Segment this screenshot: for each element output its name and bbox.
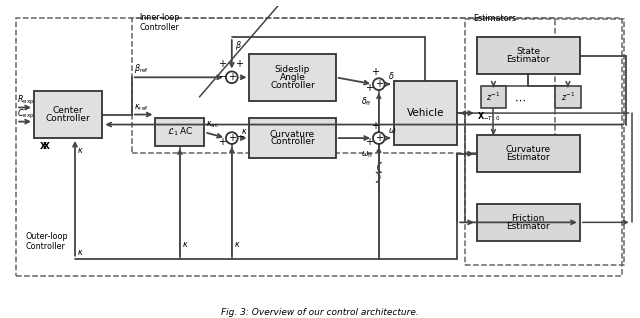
Text: Curvature: Curvature xyxy=(270,130,315,139)
Text: $z^{-1}$: $z^{-1}$ xyxy=(486,91,500,103)
Text: $\beta$: $\beta$ xyxy=(235,39,242,52)
Text: Vehicle: Vehicle xyxy=(406,108,444,118)
Text: $z^{-1}$: $z^{-1}$ xyxy=(561,91,575,103)
Circle shape xyxy=(373,132,385,144)
Text: +: + xyxy=(228,133,236,143)
Text: Sideslip: Sideslip xyxy=(275,65,310,74)
Text: +: + xyxy=(375,79,383,89)
Text: $-$: $-$ xyxy=(218,70,227,80)
Bar xyxy=(250,54,336,101)
Text: Curvature: Curvature xyxy=(506,145,551,154)
Text: Inner-loop: Inner-loop xyxy=(140,13,180,23)
Text: $\mathcal{L}_1\,\mathrm{AC}$: $\mathcal{L}_1\,\mathrm{AC}$ xyxy=(167,126,193,138)
Text: +: + xyxy=(228,72,236,82)
Text: $-$: $-$ xyxy=(236,130,245,140)
Text: $+$: $+$ xyxy=(365,135,374,147)
Text: $R_{\rm exp}$: $R_{\rm exp}$ xyxy=(17,93,35,107)
Text: Center: Center xyxy=(53,106,83,115)
Text: Estimator: Estimator xyxy=(506,222,550,231)
Bar xyxy=(465,18,624,266)
Text: $\mathbf{X}_{-T:0}$: $\mathbf{X}_{-T:0}$ xyxy=(477,111,500,123)
Text: $\kappa_{\rm ref}$: $\kappa_{\rm ref}$ xyxy=(134,102,148,113)
Text: $\kappa$: $\kappa$ xyxy=(182,240,189,249)
Text: $+$: $+$ xyxy=(235,59,244,69)
Text: $\cdots$: $\cdots$ xyxy=(514,95,526,105)
Text: State: State xyxy=(516,47,540,56)
Text: Controller: Controller xyxy=(270,81,315,90)
Text: Fig. 3: Overview of our control architecture.: Fig. 3: Overview of our control architec… xyxy=(221,308,419,317)
Text: +: + xyxy=(375,133,383,143)
Text: Friction: Friction xyxy=(511,214,545,223)
Bar xyxy=(481,86,506,108)
Bar xyxy=(250,119,336,158)
Bar xyxy=(477,37,580,74)
Text: Controller: Controller xyxy=(270,137,315,147)
Text: $+$: $+$ xyxy=(371,66,380,77)
Text: $\omega$: $\omega$ xyxy=(388,126,396,135)
Text: $\delta_{\rm ff}$: $\delta_{\rm ff}$ xyxy=(361,96,372,108)
Text: Estimator: Estimator xyxy=(506,55,550,64)
Text: Angle: Angle xyxy=(280,73,305,82)
Text: $+$: $+$ xyxy=(365,82,374,93)
Bar xyxy=(477,135,580,172)
Text: Estimator: Estimator xyxy=(506,153,550,162)
Circle shape xyxy=(373,78,385,90)
Text: Controller: Controller xyxy=(26,242,66,251)
Text: $C_{\rm exp}$: $C_{\rm exp}$ xyxy=(17,107,35,121)
Text: $\beta_{\rm ref}$: $\beta_{\rm ref}$ xyxy=(134,62,148,75)
Text: $\kappa$: $\kappa$ xyxy=(77,248,84,257)
Text: Controller: Controller xyxy=(46,114,90,123)
Text: $+$: $+$ xyxy=(218,135,227,147)
Text: $+$: $+$ xyxy=(218,59,227,69)
Bar xyxy=(477,204,580,241)
Circle shape xyxy=(226,132,237,144)
Text: $\omega_{\rm ff}$: $\omega_{\rm ff}$ xyxy=(361,150,374,160)
Text: $\kappa_{\rm ac}$: $\kappa_{\rm ac}$ xyxy=(206,120,219,130)
Text: $\kappa$: $\kappa$ xyxy=(77,146,84,155)
Text: $\mathbf{X}$: $\mathbf{X}$ xyxy=(42,140,51,151)
Text: $\kappa$: $\kappa$ xyxy=(234,240,241,249)
Bar xyxy=(156,119,204,146)
Circle shape xyxy=(226,72,237,83)
Bar xyxy=(556,86,580,108)
Bar xyxy=(132,17,556,153)
Text: $\delta$: $\delta$ xyxy=(388,70,394,81)
Bar xyxy=(34,91,102,138)
Text: Estimators: Estimators xyxy=(473,14,516,24)
Text: Controller: Controller xyxy=(140,23,180,32)
Text: Outer-loop: Outer-loop xyxy=(26,232,68,241)
Text: $\mathbf{X}$: $\mathbf{X}$ xyxy=(39,140,47,151)
Text: $+$: $+$ xyxy=(371,120,380,131)
Bar xyxy=(394,81,457,145)
Text: $\kappa$: $\kappa$ xyxy=(241,127,247,136)
